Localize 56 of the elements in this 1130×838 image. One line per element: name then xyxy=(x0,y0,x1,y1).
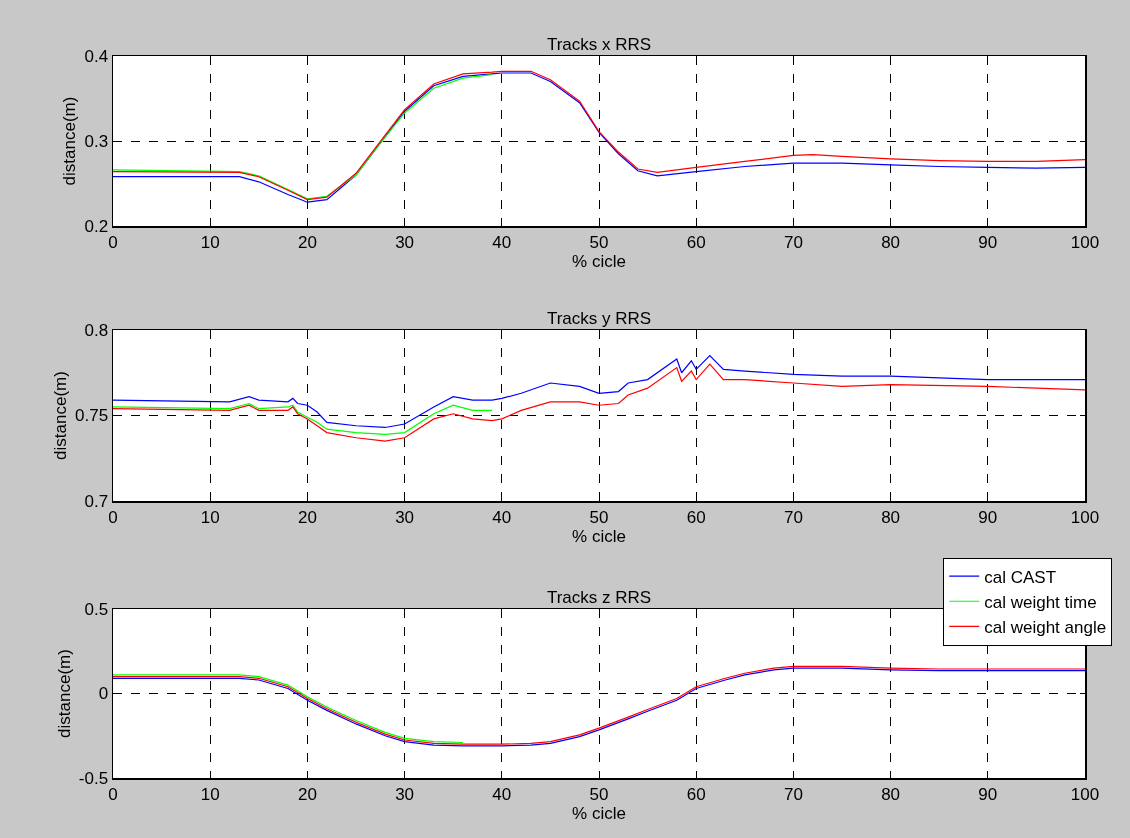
x-tick-label: 60 xyxy=(686,507,706,527)
y-tick-label: 0.2 xyxy=(84,216,109,236)
y-tick-label: 0.3 xyxy=(84,131,109,151)
line-series xyxy=(113,74,493,200)
line-series xyxy=(113,363,1085,442)
x-tick-label: 70 xyxy=(783,507,803,527)
y-tick-label: 0.7 xyxy=(84,491,109,511)
y-axis-title: distance(m) xyxy=(50,371,70,460)
line-series xyxy=(113,355,1085,429)
x-tick-label: 10 xyxy=(200,507,220,527)
x-tick-label: 80 xyxy=(881,232,901,252)
x-axis-title: % cicle xyxy=(572,803,626,823)
x-axis-title: % cicle xyxy=(572,251,626,271)
x-tick-label: 30 xyxy=(395,232,415,252)
x-tick-label: 90 xyxy=(978,507,998,527)
y-axis-title: distance(m) xyxy=(60,96,80,186)
x-tick-label: 70 xyxy=(783,784,803,804)
y-tick-label: 0.4 xyxy=(84,46,109,66)
chart-title: Tracks x RRS xyxy=(546,35,652,54)
chart-title: Tracks z RRS xyxy=(546,588,652,607)
y-tick-label: 0 xyxy=(98,684,109,704)
line-series xyxy=(113,674,464,744)
x-tick-label: 100 xyxy=(1070,507,1100,527)
x-tick-label: 20 xyxy=(297,507,317,527)
x-tick-label: 80 xyxy=(881,784,901,804)
chart-title: Tracks y RRS xyxy=(546,309,652,328)
y-axis-title: distance(m) xyxy=(54,649,74,738)
y-tick-label: -0.5 xyxy=(78,768,109,788)
line-series xyxy=(113,402,493,435)
y-tick-label: 0.5 xyxy=(84,599,109,619)
x-tick-label: 90 xyxy=(978,784,998,804)
x-tick-label: 10 xyxy=(200,232,220,252)
legend-label: cal weight angle xyxy=(984,618,1107,637)
x-tick-label: 50 xyxy=(589,232,609,252)
x-tick-label: 100 xyxy=(1070,232,1100,252)
y-tick-label: 0.75 xyxy=(75,406,109,426)
x-tick-label: 60 xyxy=(686,232,706,252)
x-tick-label: 70 xyxy=(783,232,803,252)
x-tick-label: 40 xyxy=(492,784,512,804)
x-tick-label: 30 xyxy=(395,507,415,527)
x-tick-label: 20 xyxy=(297,232,317,252)
x-tick-label: 20 xyxy=(297,784,317,804)
x-tick-label: 100 xyxy=(1070,784,1100,804)
legend-label: cal weight time xyxy=(984,592,1097,612)
x-axis-title: % cicle xyxy=(572,526,626,546)
x-tick-label: 40 xyxy=(492,232,512,252)
x-tick-label: 10 xyxy=(200,784,220,804)
x-tick-label: 90 xyxy=(978,232,998,252)
x-tick-label: 50 xyxy=(589,507,609,527)
x-tick-label: 80 xyxy=(881,507,901,527)
x-tick-label: 50 xyxy=(589,784,609,804)
x-tick-label: 60 xyxy=(686,784,706,804)
legend-label: cal CAST xyxy=(984,567,1057,587)
y-tick-label: 0.8 xyxy=(84,320,109,340)
x-tick-label: 30 xyxy=(395,784,415,804)
x-tick-label: 40 xyxy=(492,507,512,527)
